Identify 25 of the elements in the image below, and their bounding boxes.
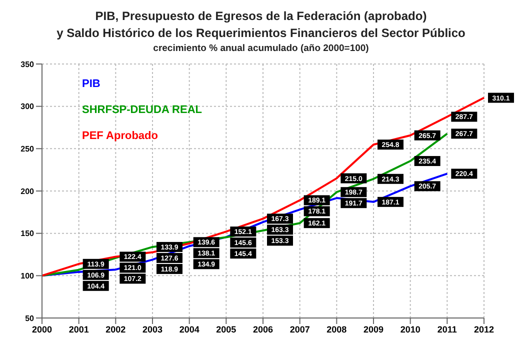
y-tick-label: 250: [20, 144, 35, 154]
y-tick-label: 100: [20, 272, 35, 281]
x-tick-label: 2011: [437, 324, 457, 334]
chart-title: PIB, Presupuesto de Egresos de la Federación (aprobado) y Saldo Histórico de los Requerimientos Financieros del Sector Público: [56, 8, 466, 42]
x-tick-label: 2004: [179, 324, 200, 334]
x-tick-label: 2001: [68, 324, 89, 334]
y-tick-label: 350: [20, 60, 35, 69]
y-tick-label: 150: [20, 229, 35, 238]
x-tick-label: 2008: [326, 324, 347, 334]
x-tick-label: 2012: [474, 324, 494, 334]
x-tick-label: 2009: [363, 324, 384, 334]
x-tick-label: 2007: [290, 324, 310, 334]
x-tick-label: 2000: [32, 324, 52, 334]
y-tick-label: 200: [20, 186, 35, 196]
y-tick-label: 300: [20, 102, 35, 112]
y-tick-label: 50: [25, 314, 35, 323]
text: PIB: [82, 78, 100, 90]
chart-subtitle: crecimiento % anual acumulado (año 2000=100): [152, 42, 370, 56]
text: PEF Aprobado: [82, 130, 158, 142]
x-tick-label: 2002: [106, 324, 126, 334]
x-tick-label: 2003: [142, 324, 163, 334]
x-tick-label: 2010: [400, 324, 420, 334]
text: SHRFSP-DEUDA REAL: [82, 104, 202, 116]
x-tick-label: 2005: [216, 324, 236, 334]
x-tick-label: 2006: [252, 324, 274, 334]
